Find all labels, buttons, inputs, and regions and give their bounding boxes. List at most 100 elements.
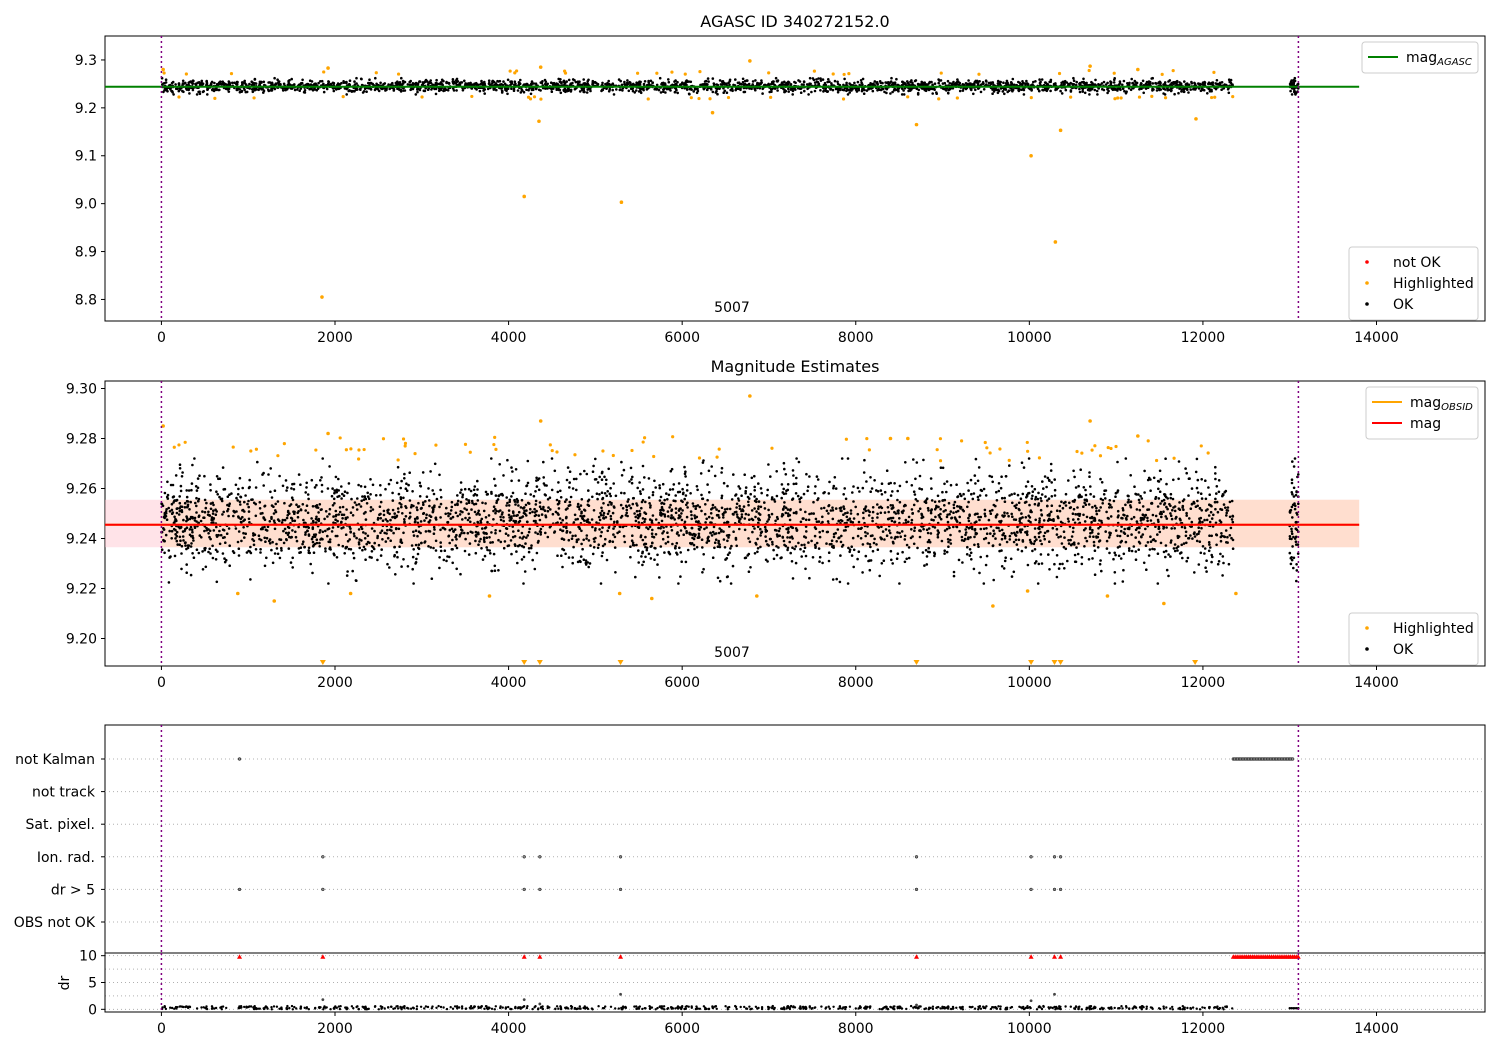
agasc-ok-point — [794, 88, 797, 91]
estimates-ok-point — [343, 552, 346, 555]
agasc-ok-point — [881, 82, 884, 85]
agasc-ok-point — [328, 83, 331, 86]
estimates-ok-point — [1031, 495, 1034, 498]
agasc-ok-point — [692, 90, 695, 93]
estimates-ok-point — [704, 513, 707, 516]
estimates-ok-point — [402, 558, 405, 561]
estimates-ok-point — [675, 512, 678, 515]
estimates-ok-point — [712, 556, 715, 559]
estimates-ok-point — [425, 530, 428, 533]
agasc-ok-point — [1203, 81, 1206, 84]
estimates-ok-point — [174, 537, 177, 540]
estimates-ok-point — [1118, 555, 1121, 558]
agasc-ok-point — [213, 90, 216, 93]
estimates-ok-point — [355, 537, 358, 540]
estimates-ok-point — [500, 519, 503, 522]
estimates-ok-point — [243, 501, 246, 504]
estimates-ok-point — [182, 519, 185, 522]
estimates-ok-point — [1122, 580, 1125, 583]
estimates-ok-point — [714, 506, 717, 509]
agasc-ok-point — [628, 81, 631, 84]
agasc-ok-point — [886, 88, 889, 91]
agasc-ok-point — [378, 90, 381, 93]
estimates-ok-point — [771, 498, 774, 501]
estimates-ok-point — [1151, 548, 1154, 551]
estimates-ok-point — [1215, 492, 1218, 495]
agasc-ok-point — [613, 93, 616, 96]
estimates-ok-point — [917, 510, 920, 513]
agasc-ok-point — [759, 83, 762, 86]
estimates-ok-point — [1157, 480, 1160, 483]
estimates-ok-point — [1122, 569, 1125, 572]
estimates-ok-point — [512, 492, 515, 495]
estimates-ok-point — [878, 506, 881, 509]
estimates-ok-point — [328, 527, 331, 530]
estimates-ok-point — [558, 507, 561, 510]
agasc-ok-point — [564, 91, 567, 94]
estimates-ok-point — [354, 501, 357, 504]
estimates-ok-point — [202, 568, 205, 571]
estimates-ok-point — [222, 488, 225, 491]
estimates-ok-point — [522, 582, 525, 585]
estimates-ok-point — [397, 466, 400, 469]
agasc-ok-point — [1177, 92, 1180, 95]
agasc-ok-point — [370, 88, 373, 91]
estimates-ok-point — [1217, 563, 1220, 566]
estimates-ok-point — [658, 484, 661, 487]
agasc-ok-point — [993, 90, 996, 93]
estimates-ok-point — [755, 510, 758, 513]
estimates-ok-point — [593, 509, 596, 512]
estimates-ok-point — [1187, 557, 1190, 560]
agasc-ok-point — [328, 81, 331, 84]
agasc-ok-point — [803, 90, 806, 93]
estimates-ok-point — [970, 479, 973, 482]
estimates-ok-point — [538, 514, 541, 517]
agasc-highlighted-point — [727, 96, 730, 99]
agasc-highlighted-point — [1113, 72, 1116, 75]
estimates-ok-point — [1056, 528, 1059, 531]
estimates-ok-point — [495, 494, 498, 497]
estimates-ok-point — [747, 504, 750, 507]
agasc-lower-legend-swatch — [1365, 281, 1369, 285]
agasc-ok-point — [826, 81, 829, 84]
agasc-ok-point — [879, 80, 882, 83]
estimates-ok-point — [414, 521, 417, 524]
estimates-title: Magnitude Estimates — [711, 357, 880, 376]
estimates-ok-point — [412, 582, 415, 585]
agasc-ok-point — [850, 88, 853, 91]
agasc-ok-point — [1151, 89, 1154, 92]
agasc-ok-point — [418, 80, 421, 83]
estimates-ok-point — [178, 495, 181, 498]
estimates-ok-point — [753, 475, 756, 478]
estimates-ok-point — [165, 534, 168, 537]
estimates-ok-point — [1021, 516, 1024, 519]
agasc-ok-point — [1002, 81, 1005, 84]
agasc-ok-point — [686, 88, 689, 91]
estimates-ok-point — [738, 528, 741, 531]
estimates-ok-point — [464, 517, 467, 520]
estimates-ok-point — [1188, 537, 1191, 540]
estimates-ok-point — [450, 517, 453, 520]
agasc-ok-point — [697, 90, 700, 93]
agasc-highlighted-point — [1210, 96, 1213, 99]
estimates-ok-point — [1231, 515, 1234, 518]
agasc-ok-point — [637, 82, 640, 85]
agasc-ok-point — [487, 88, 490, 91]
estimates-ok-point — [711, 517, 714, 520]
agasc-ok-point — [895, 78, 898, 81]
agasc-ok-point — [456, 81, 459, 84]
estimates-ok-point — [943, 504, 946, 507]
estimates-ok-point — [767, 509, 770, 512]
estimates-ok-point — [262, 484, 265, 487]
agasc-ok-point — [819, 89, 822, 92]
estimates-ok-point — [1149, 489, 1152, 492]
estimates-ok-point — [387, 537, 390, 540]
agasc-xtick-label: 10000 — [1007, 330, 1052, 346]
estimates-ok-point — [540, 528, 543, 531]
estimates-ok-point — [207, 511, 210, 514]
estimates-ok-point — [734, 511, 737, 514]
estimates-ok-point — [610, 518, 613, 521]
agasc-highlighted-point — [1058, 72, 1061, 75]
estimates-ok-point — [656, 563, 659, 566]
